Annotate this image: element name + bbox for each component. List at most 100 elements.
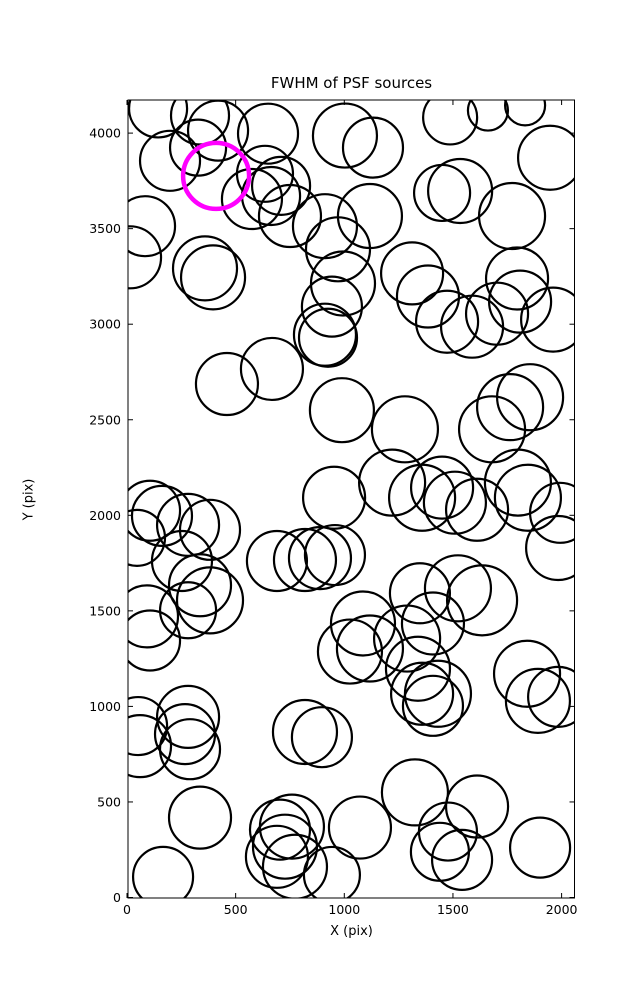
psf-source-circle xyxy=(484,246,550,311)
psf-source-circle xyxy=(403,659,473,728)
highlighted-source-circle xyxy=(180,140,252,212)
psf-source-circle xyxy=(477,181,547,251)
psf-source-circle xyxy=(388,562,452,625)
psf-source-circle xyxy=(372,604,442,673)
psf-source-circle xyxy=(516,124,575,191)
psf-source-circle xyxy=(341,116,405,179)
psf-source-circle xyxy=(302,845,362,898)
psf-source-circle xyxy=(272,527,338,593)
psf-source-circle xyxy=(483,448,553,517)
x-tick-label: 1000 xyxy=(328,902,360,917)
psf-source-circle xyxy=(379,241,445,306)
psf-source-circle xyxy=(466,100,510,132)
psf-source-circle xyxy=(138,129,202,192)
y-tick-label: 4000 xyxy=(89,126,121,141)
psf-source-circle xyxy=(304,216,372,283)
psf-source-circle xyxy=(414,289,480,354)
y-tick-label: 2000 xyxy=(89,508,121,523)
psf-source-circle xyxy=(335,614,405,683)
psf-source-circle xyxy=(244,824,310,889)
psf-source-circle xyxy=(291,193,359,260)
psf-source-circle xyxy=(239,336,305,402)
psf-source-circle xyxy=(158,581,218,640)
psf-source-circle xyxy=(250,155,312,216)
psf-source-circle xyxy=(422,100,479,146)
sources-layer xyxy=(128,100,575,898)
psf-source-circle xyxy=(128,584,180,649)
chart-title: FWHM of PSF sources xyxy=(270,74,433,92)
psf-source-circle xyxy=(311,102,379,169)
psf-source-circle xyxy=(395,264,461,329)
psf-source-circle xyxy=(457,395,527,464)
x-tick-label: 2000 xyxy=(546,902,578,917)
psf-source-circle xyxy=(303,523,367,587)
psf-source-circle xyxy=(131,845,195,898)
psf-source-circle xyxy=(128,100,189,139)
psf-source-circle xyxy=(261,833,329,898)
plot-border xyxy=(127,99,575,899)
psf-source-circle xyxy=(178,498,242,561)
x-tick-label: 1500 xyxy=(437,902,469,917)
psf-source-circle xyxy=(384,635,452,702)
psf-source-circle xyxy=(409,821,471,882)
psf-source-circle xyxy=(412,163,472,223)
psf-source-circle xyxy=(308,377,376,444)
psf-source-circle xyxy=(257,183,323,249)
psf-source-circle xyxy=(236,102,300,165)
psf-source-circle xyxy=(380,758,450,827)
y-tick-label: 0 xyxy=(113,890,121,905)
psf-source-circle xyxy=(287,526,353,591)
psf-source-circle xyxy=(171,235,239,302)
psf-source-circle xyxy=(245,529,309,593)
psf-source-circle xyxy=(400,591,466,656)
psf-source-circle xyxy=(194,351,260,417)
psf-source-circle xyxy=(248,798,312,861)
y-tick-label: 2500 xyxy=(89,412,121,427)
psf-source-circle xyxy=(422,470,488,535)
psf-source-circle xyxy=(128,609,182,672)
psf-source-circle xyxy=(336,182,404,250)
psf-source-circle xyxy=(186,100,250,162)
psf-source-circle xyxy=(309,250,377,317)
psf-source-circle xyxy=(155,684,221,750)
psf-source-circle xyxy=(301,465,367,530)
psf-source-circle xyxy=(503,100,547,127)
psf-source-circle xyxy=(528,481,575,544)
psf-source-circle xyxy=(167,553,233,618)
psf-source-circle xyxy=(128,695,169,757)
psf-source-circle xyxy=(327,795,393,860)
psf-source-circle xyxy=(329,590,397,657)
psf-source-circle xyxy=(175,566,245,635)
psf-source-circle xyxy=(290,706,354,769)
psf-source-circle xyxy=(128,195,177,258)
x-tick-label: 0 xyxy=(123,902,131,917)
psf-source-circle xyxy=(168,118,228,177)
y-tick-label: 1500 xyxy=(89,603,121,618)
psf-source-circle xyxy=(220,167,284,231)
psf-source-circle xyxy=(423,554,493,623)
psf-source-circle xyxy=(401,674,465,737)
psf-source-circle xyxy=(525,514,575,582)
psf-source-circle xyxy=(169,100,231,146)
psf-source-circle xyxy=(128,479,182,542)
psf-source-circle xyxy=(128,225,163,290)
psf-source-circle xyxy=(527,665,575,728)
psf-source-circle xyxy=(464,281,530,346)
psf-source-circle xyxy=(297,307,359,368)
y-tick-label: 3500 xyxy=(89,221,121,236)
psf-source-circle xyxy=(128,714,173,779)
psf-source-circle xyxy=(316,618,384,685)
psf-source-circle xyxy=(475,373,545,442)
psf-source-circle xyxy=(487,269,553,334)
y-tick-label: 3000 xyxy=(89,317,121,332)
psf-source-circle xyxy=(300,275,364,338)
psf-source-circle xyxy=(492,639,562,708)
psf-source-circle xyxy=(179,244,247,311)
y-tick-label: 1000 xyxy=(89,699,121,714)
psf-source-circle xyxy=(150,529,214,593)
psf-source-circle xyxy=(128,508,167,567)
psf-source-circle xyxy=(409,455,475,520)
psf-source-circle xyxy=(271,698,339,766)
